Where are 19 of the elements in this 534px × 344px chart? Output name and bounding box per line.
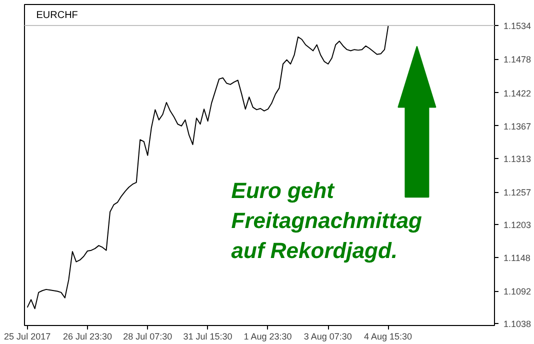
y-tick-label: 1.1038 (504, 319, 532, 330)
y-tick-label: 1.1203 (504, 220, 532, 230)
y-tick-label: 1.1367 (504, 121, 532, 132)
y-tick-label: 1.1422 (504, 88, 532, 98)
y-tick-label: 1.1534 (504, 21, 532, 32)
x-tick-label: 3 Aug 07:30 (304, 332, 352, 342)
x-tick-label: 25 Jul 2017 (4, 332, 51, 342)
x-tick-label: 28 Jul 07:30 (123, 332, 172, 342)
x-tick-label: 4 Aug 15:30 (364, 332, 412, 342)
annotation: Euro geht Freitagnachmittag auf Rekordjagd. (231, 178, 423, 263)
y-tick-label: 1.1257 (504, 188, 532, 198)
x-tick-label: 1 Aug 23:30 (244, 332, 292, 342)
y-tick-label: 1.1092 (504, 286, 532, 297)
x-tick-label: 31 Jul 15:30 (183, 332, 232, 342)
x-tick-label: 26 Jul 23:30 (62, 332, 112, 342)
y-tick-label: 1.1148 (504, 253, 530, 264)
y-tick-label: 1.1478 (504, 54, 532, 65)
y-tick-label: 1.1313 (504, 154, 532, 164)
text: EURCHF (36, 10, 78, 22)
